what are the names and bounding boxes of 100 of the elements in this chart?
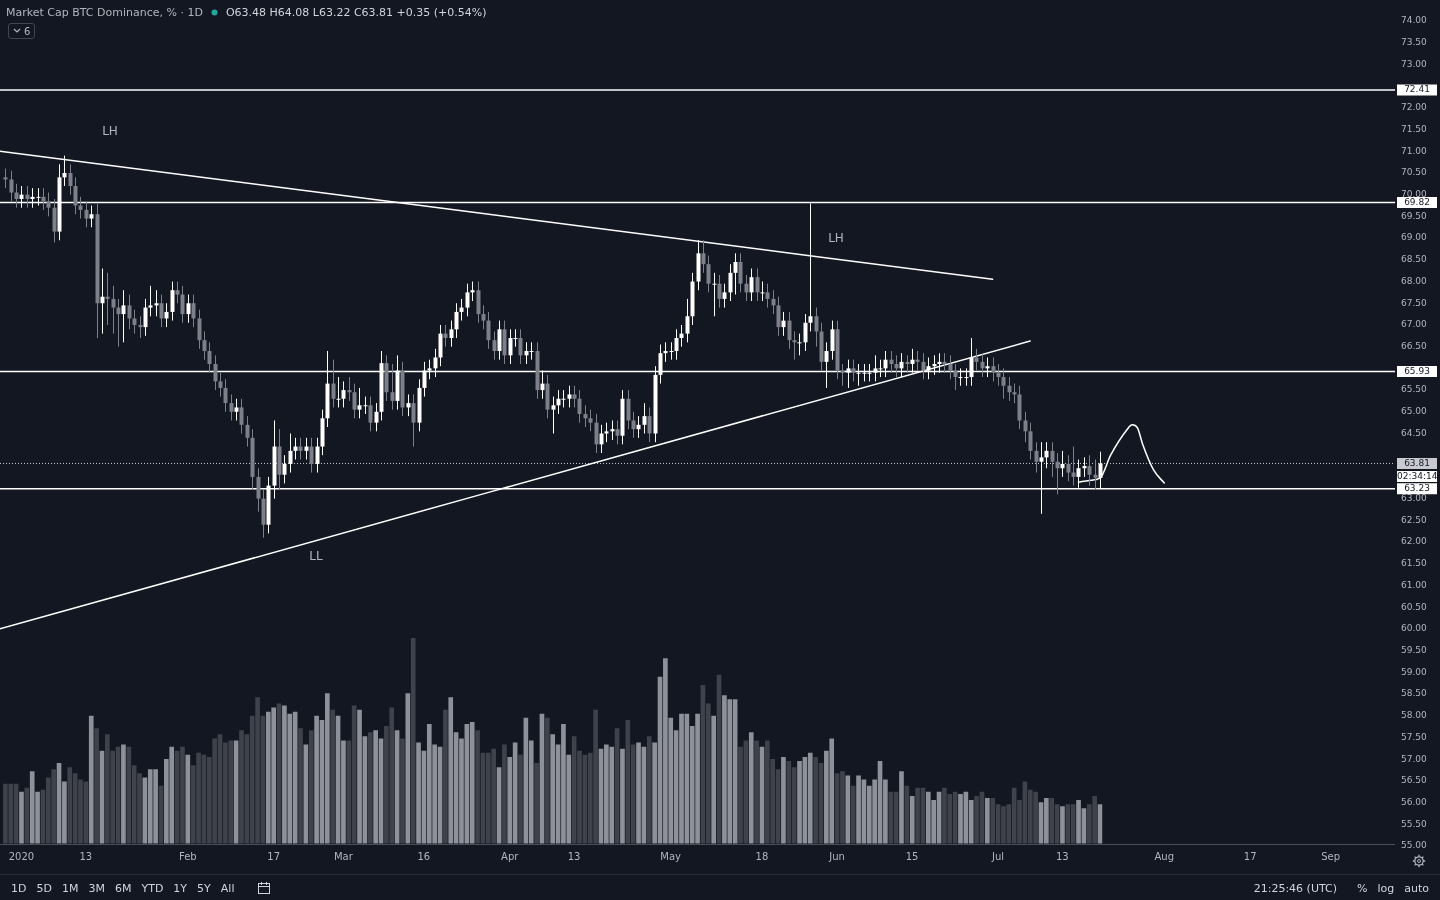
candlestick (207, 341, 212, 374)
bar (888, 791, 894, 844)
bar (67, 767, 73, 844)
candlestick (604, 422, 609, 443)
x-tick-label: Aug (1154, 850, 1175, 862)
text: 6M (113, 881, 133, 895)
bar (754, 740, 759, 844)
annotation: LL (309, 549, 323, 563)
candlestick (234, 398, 239, 421)
candlestick (722, 283, 727, 309)
x-tick-label: Mar (333, 850, 354, 862)
text: % (1356, 881, 1369, 895)
chart-title: Market Cap BTC Dominance, % · 1D (6, 6, 203, 19)
candlestick (25, 185, 30, 209)
candlestick (481, 304, 486, 330)
x-tick-label: 18 (755, 850, 769, 862)
y-tick-label: 67.50 (1401, 297, 1428, 308)
candlestick (980, 352, 985, 378)
candlestick (41, 187, 46, 211)
y-tick-label: 61.00 (1401, 579, 1428, 590)
x-tick-label: 13 (1055, 850, 1069, 862)
candlestick (111, 285, 116, 335)
text: All (219, 881, 236, 895)
bar (448, 697, 454, 844)
bar (405, 693, 411, 844)
y-tick-label: 70.50 (1401, 167, 1428, 178)
candlestick (631, 411, 636, 439)
text: YTD (140, 881, 165, 895)
candlestick (1060, 450, 1065, 478)
bar (502, 744, 507, 844)
candlestick (588, 409, 593, 432)
candlestick (245, 415, 250, 448)
candlestick (492, 330, 497, 361)
ref-line-label: 63.23 (1404, 482, 1430, 493)
y-tick-label: 65.00 (1401, 406, 1428, 417)
candlestick (685, 298, 690, 343)
y-tick-label: 61.50 (1401, 558, 1428, 569)
y-tick-label: 58.00 (1401, 710, 1428, 721)
candlestick (889, 350, 894, 374)
candlestick (755, 268, 760, 302)
candlestick (599, 424, 604, 454)
candlestick (830, 320, 835, 361)
candlestick (669, 341, 674, 361)
candlestick (288, 433, 293, 474)
x-tick-label: 17 (267, 850, 280, 862)
y-tick-label: 74.00 (1401, 15, 1428, 26)
candlestick (551, 396, 556, 434)
candlestick (636, 415, 641, 439)
bar (298, 728, 303, 844)
chart-subtitle: O63.48 H64.08 L63.22 C63.81 +0.35 (+0.54%) (225, 6, 487, 19)
candlestick (679, 324, 684, 348)
y-tick-label: 55.00 (1401, 840, 1428, 851)
text: log (1376, 881, 1396, 895)
candlestick (894, 354, 899, 378)
bar (19, 791, 24, 844)
ref-line-label: 72.41 (1404, 84, 1430, 95)
candlestick (765, 283, 770, 309)
text: 1Y (172, 881, 189, 895)
candlestick (298, 437, 303, 461)
candlestick (159, 294, 164, 328)
x-tick-label: Jun (828, 850, 845, 862)
text: 21:25:46 (UTC) (1252, 881, 1338, 895)
text: 1M (60, 881, 80, 895)
candlestick (1066, 454, 1071, 482)
candlestick (518, 328, 523, 365)
candlestick (89, 205, 94, 228)
candlestick (561, 389, 566, 408)
x-tick-label: 16 (417, 850, 431, 862)
candlestick (728, 263, 733, 302)
candlestick (771, 289, 776, 315)
bar (469, 721, 475, 844)
candlestick (132, 309, 137, 335)
candlestick (642, 402, 647, 434)
candlestick (164, 302, 169, 328)
candlestick (476, 281, 481, 324)
x-tick-label: 15 (905, 850, 919, 862)
candlestick (315, 437, 320, 474)
y-tick-label: 72.00 (1401, 102, 1428, 113)
y-tick-label: 69.50 (1401, 210, 1428, 221)
candlestick (368, 396, 373, 432)
x-tick-label: Jul (990, 850, 1004, 862)
candlestick (738, 252, 743, 293)
candlestick (594, 413, 599, 454)
candlestick (62, 155, 67, 187)
candlestick (706, 254, 711, 293)
candlestick (390, 363, 395, 411)
candlestick (218, 372, 223, 398)
text: 02:34:14 (1397, 471, 1438, 482)
candlestick (229, 393, 234, 421)
candlestick (744, 274, 749, 302)
bar (534, 763, 539, 844)
y-tick-label: 58.50 (1401, 688, 1428, 699)
candlestick (223, 378, 228, 413)
candlestick (486, 311, 491, 350)
bar (620, 748, 625, 844)
y-tick-label: 55.50 (1401, 818, 1428, 829)
candlestick (921, 352, 926, 380)
candlestick (352, 383, 357, 419)
candlestick (1028, 422, 1033, 461)
bar (786, 761, 792, 844)
